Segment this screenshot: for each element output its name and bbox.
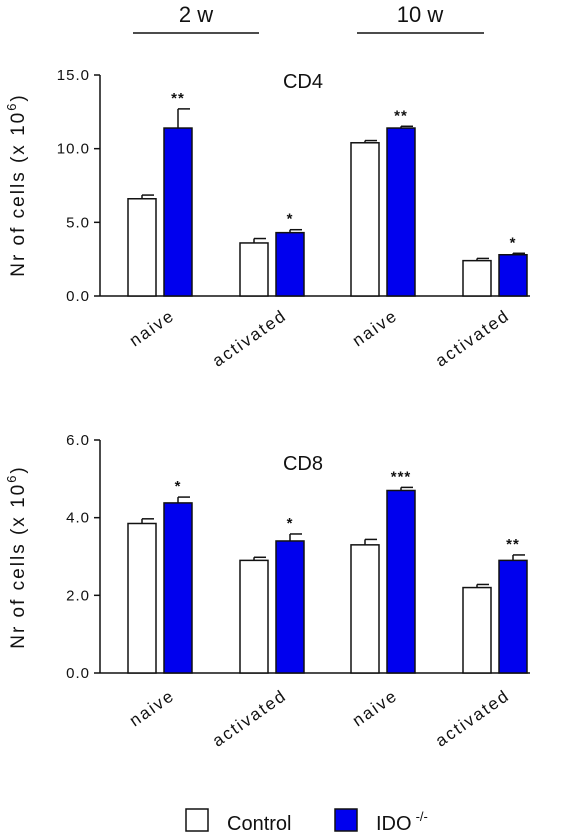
- legend-ido-swatch: [334, 808, 358, 832]
- legend: Control IDO -/-: [185, 808, 428, 833]
- legend-control-swatch: [185, 808, 209, 832]
- cd8-y-tick-label: 4.0: [66, 510, 90, 527]
- cd4-bar-control: [127, 198, 157, 297]
- legend-ido-label: IDO -/-: [376, 809, 428, 833]
- legend-control-label: Control: [227, 813, 291, 833]
- cd4-y-axis-label: Nr of cells (x 106): [4, 93, 29, 277]
- cd4-y-tick-label: 15.0: [57, 67, 90, 84]
- cd8-y-tick-label: 2.0: [66, 587, 90, 604]
- cd4-title: CD4: [283, 71, 323, 93]
- cd4-bar-ido: [163, 127, 193, 297]
- cd8-bar-ido: [275, 540, 305, 674]
- cd4-panel: CD4 Nr of cells (x 106) 0.05.010.015.0**…: [4, 67, 530, 371]
- cd8-bar-ido: [386, 489, 416, 674]
- cd4-category-label: naive: [349, 306, 401, 351]
- cd8-significance-marker: *: [287, 515, 294, 532]
- cd8-category-label: naive: [126, 686, 178, 731]
- cd8-y-tick-label: 0.0: [66, 665, 90, 682]
- group-label-2w: 2 w: [179, 2, 213, 27]
- cd4-y-tick-label: 0.0: [66, 288, 90, 305]
- cd4-bar-ido: [275, 231, 305, 297]
- cd8-y-tick-label: 6.0: [66, 432, 90, 449]
- cd8-category-label: activated: [209, 686, 290, 751]
- cd4-bar-ido: [498, 253, 528, 297]
- cd4-significance-marker: *: [510, 234, 517, 251]
- cd8-bar-control: [462, 586, 492, 674]
- cd4-category-label: naive: [126, 306, 178, 351]
- cd4-significance-marker: **: [171, 90, 185, 107]
- cd4-significance-marker: **: [394, 107, 408, 124]
- cd4-bar-ido: [386, 127, 416, 297]
- group-label-10w: 10 w: [397, 2, 444, 27]
- cd8-bar-ido: [163, 502, 193, 674]
- cd4-bar-control: [350, 142, 380, 297]
- cd8-significance-marker: ***: [391, 468, 412, 485]
- cd8-panel: CD8 Nr of cells (x 106) 0.0 2.0 4.0 6.0 * nai…: [4, 432, 530, 751]
- cd8-bar-control: [239, 559, 269, 674]
- cd8-bar-control: [350, 544, 380, 674]
- cd4-bar-control: [462, 259, 492, 297]
- cd4-bar-control: [239, 242, 269, 297]
- cd8-significance-marker: *: [175, 478, 182, 495]
- cd8-significance-marker: **: [506, 536, 520, 553]
- cd8-category-label: naive: [349, 686, 401, 731]
- cd8-title: CD8: [283, 453, 323, 475]
- cd4-y-tick-label: 10.0: [57, 141, 90, 158]
- cd8-bar-control: [127, 522, 157, 674]
- cd8-category-label: activated: [432, 686, 513, 751]
- cd4-y-tick-label: 5.0: [66, 214, 90, 231]
- cd4-category-label: activated: [209, 306, 290, 371]
- cd8-bar-ido: [498, 559, 528, 674]
- cd4-category-label: activated: [432, 306, 513, 371]
- cd8-y-axis-label: Nr of cells (x 106): [4, 465, 29, 649]
- cd4-significance-marker: *: [287, 211, 294, 228]
